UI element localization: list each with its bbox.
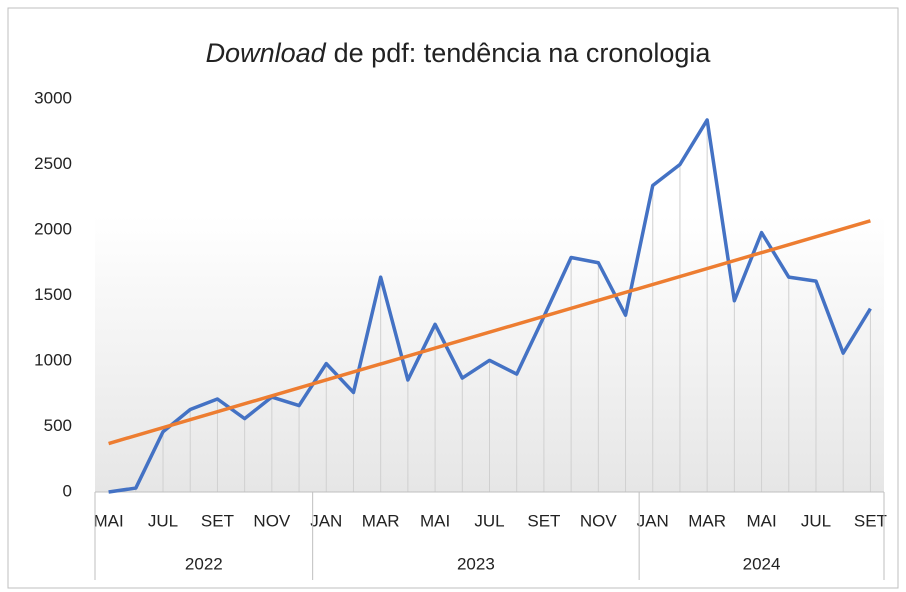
data-line — [108, 118, 872, 494]
x-tick-label: MAR — [362, 511, 400, 530]
chart-title: Download de pdf: tendência na cronologia — [206, 38, 712, 68]
y-tick-label: 500 — [44, 416, 72, 435]
x-tick-label: SET — [854, 511, 887, 530]
x-tick-label: MAI — [420, 511, 450, 530]
trendline — [108, 219, 871, 446]
x-tick-label: NOV — [580, 511, 618, 530]
y-tick-label: 1500 — [34, 285, 72, 304]
group-label: 2022 — [185, 554, 223, 573]
group-label: 2023 — [457, 554, 495, 573]
x-tick-label: NOV — [253, 511, 291, 530]
y-tick-label: 2000 — [34, 219, 72, 238]
y-tick-label: 1000 — [34, 350, 72, 369]
title-rest: de pdf: tendência na cronologia — [334, 38, 712, 68]
x-tick-label: SET — [201, 511, 234, 530]
x-tick-label: MAR — [688, 511, 726, 530]
x-tick-label: SET — [527, 511, 560, 530]
x-tick-label: JUL — [148, 511, 178, 530]
x-tick-label: JAN — [310, 511, 342, 530]
x-tick-label: JUL — [474, 511, 504, 530]
title-emphasis: Download — [206, 38, 327, 68]
y-tick-label: 2500 — [34, 154, 72, 173]
x-tick-label: MAI — [93, 511, 123, 530]
y-tick-label: 0 — [63, 481, 72, 500]
y-tick-label: 3000 — [34, 88, 72, 107]
x-tick-label: MAI — [746, 511, 776, 530]
x-tick-label: JUL — [801, 511, 831, 530]
group-label: 2024 — [743, 554, 781, 573]
x-tick-label: JAN — [637, 511, 669, 530]
